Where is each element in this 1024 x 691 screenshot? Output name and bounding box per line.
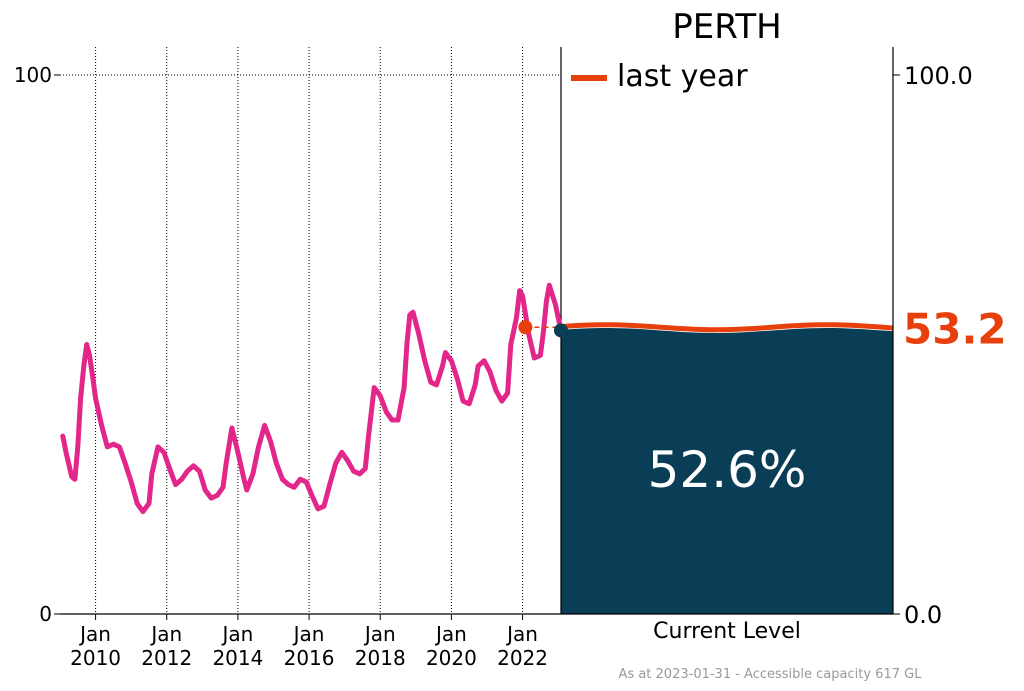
x-tick-label-line: 2022 (497, 646, 548, 670)
x-tick-label-line: 2018 (355, 646, 406, 670)
last-year-point (518, 320, 533, 335)
last-year-level-line (560, 322, 894, 333)
current-level-gauge (560, 322, 894, 614)
x-tick-label-line: Jan (434, 622, 467, 646)
x-tick-label: Jan 2010 (70, 622, 121, 670)
series-group (60, 282, 564, 515)
x-tick-label-line: 2020 (426, 646, 477, 670)
x-tick-label: Jan 2018 (355, 622, 406, 670)
x-tick-label: Jan 2014 (212, 622, 263, 670)
x-tick-label: Jan 2016 (284, 622, 335, 670)
y-tick-label-left: 0 (39, 602, 52, 626)
x-tick-label-line: Jan (363, 622, 396, 646)
gauge-xlabel: Current Level (653, 619, 801, 644)
y-tick-label-right: 0.0 (904, 601, 942, 629)
storage-series-line (60, 282, 564, 515)
last-year-value-label: 53.2 (903, 304, 1007, 353)
x-tick-label-line: 2014 (212, 646, 263, 670)
x-tick-label-line: Jan (292, 622, 325, 646)
footnote: As at 2023-01-31 - Accessible capacity 6… (619, 667, 923, 682)
gauge-current-value: 52.6% (648, 441, 807, 499)
x-tick-label-line: Jan (78, 622, 111, 646)
y-tick-label-right: 100.0 (904, 62, 973, 90)
x-tick-label-line: Jan (505, 622, 538, 646)
gauge-fill (561, 328, 893, 614)
legend-label: last year (617, 59, 748, 94)
x-tick-label: Jan 2022 (497, 622, 548, 670)
x-tick-label: Jan 2012 (141, 622, 192, 670)
x-tick-label-line: Jan (220, 622, 253, 646)
x-tick-label-line: Jan (149, 622, 182, 646)
chart-title: PERTH (672, 7, 781, 47)
x-tick-label-line: 2012 (141, 646, 192, 670)
current-point (554, 323, 568, 338)
x-tick-label: Jan 2020 (426, 622, 477, 670)
y-tick-label-left: 100 (14, 63, 52, 87)
x-tick-label-line: 2016 (284, 646, 335, 670)
x-tick-label-line: 2010 (70, 646, 121, 670)
markers-group (518, 320, 568, 338)
labels-group: PERTH Current Level 52.6% 53.2 last year… (14, 7, 1007, 682)
gridlines (95, 47, 524, 614)
